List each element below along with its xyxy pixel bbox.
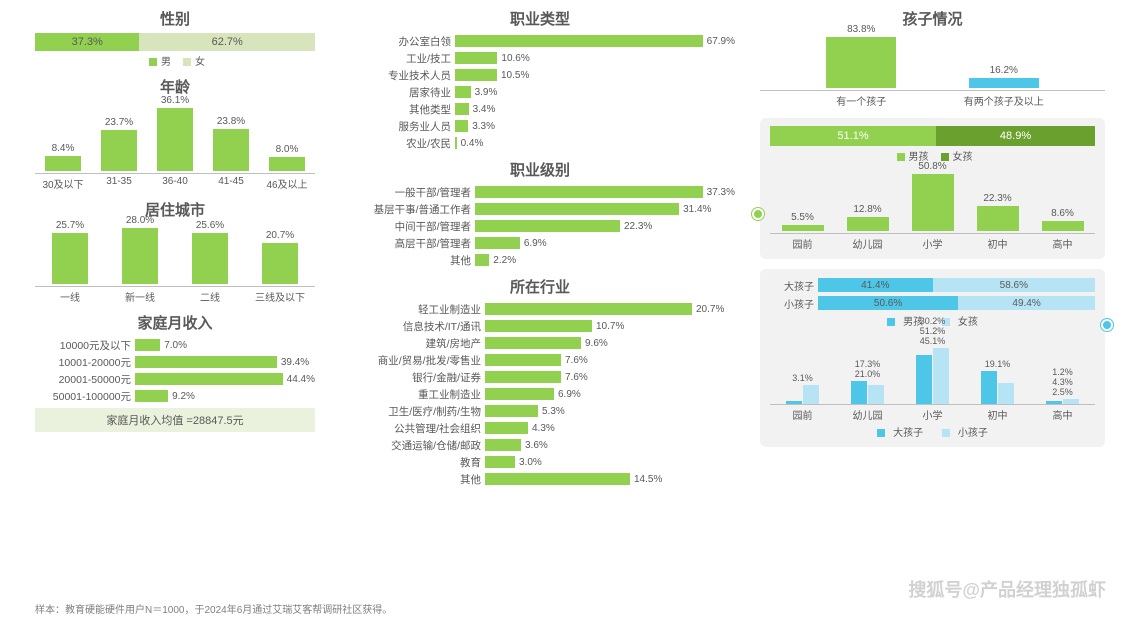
city-bars: 25.7%28.0%25.6%20.7%: [35, 224, 315, 284]
vbar-item: 20.7%: [255, 230, 305, 284]
city-labels: 一线新一线二线三线及以下: [35, 286, 315, 304]
hbar-row: 建筑/房地产9.6%: [345, 335, 735, 351]
vbar-item: 28.0%: [115, 215, 165, 284]
multi-grade-group: 3.1%: [786, 385, 819, 404]
vbar-item: 83.8%: [801, 24, 921, 88]
vbar-item: 8.4%: [38, 143, 88, 171]
vbar-item: 16.2%: [944, 65, 1064, 88]
hbar-row: 其他2.2%: [345, 252, 735, 268]
multi-grade-bars: 3.1% 21.0%17.3% 45.1%51.2%30.2% 19.1% 2.5%4.…: [770, 332, 1095, 404]
vbar-item: 8.6%: [1035, 208, 1091, 231]
jobtype-bars: 办公室白领67.9%工业/技工10.6%专业技术人员10.5%居家待业3.9%其…: [345, 33, 735, 151]
multi-grade-group: 2.5%4.3%1.2%: [1046, 399, 1079, 404]
vbar-item: 12.8%: [840, 204, 896, 231]
hbar-row: 其他类型3.4%: [345, 101, 735, 117]
hbar-row: 工业/技工10.6%: [345, 50, 735, 66]
footnote: 样本：教育硬能硬件用户N＝1000，于2024年6月通过艾瑞艾客帮调研社区获得。: [35, 601, 392, 616]
vbar-item: 23.7%: [94, 117, 144, 171]
jobtype-title: 职业类型: [345, 8, 735, 29]
city-section: 居住城市 25.7%28.0%25.6%20.7% 一线新一线二线三线及以下: [35, 199, 315, 304]
vbar-item: 5.5%: [775, 212, 831, 231]
kids-count-bars: 83.8%16.2%: [760, 33, 1105, 88]
income-bars: 10000元及以下7.0%10001-20000元39.4%20001-5000…: [35, 337, 315, 404]
column-mid: 职业类型 办公室白领67.9%工业/技工10.6%专业技术人员10.5%居家待业…: [345, 8, 735, 488]
hbar-row: 办公室白领67.9%: [345, 33, 735, 49]
joblevel-title: 职业级别: [345, 159, 735, 180]
hbar-row: 公共管理/社会组织4.3%: [345, 420, 735, 436]
hbar-row: 商业/贸易/批发/零售业7.6%: [345, 352, 735, 368]
hbar-row: 重工业制造业6.9%: [345, 386, 735, 402]
hbar-row: 交通运输/仓储/邮政3.6%: [345, 437, 735, 453]
vbar-item: 23.8%: [206, 116, 256, 171]
gender-segment: 37.3%: [35, 33, 139, 51]
hbar-row: 一般干部/管理者37.3%: [345, 184, 735, 200]
hbar-row: 其他14.5%: [345, 471, 735, 487]
multi-grade-group: 19.1%: [981, 371, 1014, 404]
gender-stackbar: 37.3%62.7%: [35, 33, 315, 51]
gender-title: 性别: [35, 8, 315, 29]
hbar-row: 10000元及以下7.0%: [35, 337, 315, 353]
age-labels: 30及以下31-3536-4041-4546及以上: [35, 173, 315, 191]
multi-kid-box: 大孩子41.4%58.6%小孩子50.6%49.4% 男孩 女孩 3.1%21.…: [760, 269, 1105, 447]
hbar-row: 20001-50000元44.4%: [35, 371, 315, 387]
multi-kid-dot-icon: [1101, 319, 1113, 331]
hbar-row: 50001-100000元9.2%: [35, 388, 315, 404]
gender-segment: 62.7%: [139, 33, 315, 51]
hbar-row: 卫生/医疗/制药/生物5.3%: [345, 403, 735, 419]
watermark: 搜狐号@产品经理独孤虾: [908, 576, 1106, 602]
vbar-item: 50.8%: [905, 161, 961, 231]
single-grade-labels: 园前幼儿园小学初中高中: [770, 233, 1095, 251]
joblevel-bars: 一般干部/管理者37.3%基层干事/普通工作者31.4%中间干部/管理者22.3…: [345, 184, 735, 268]
industry-title: 所在行业: [345, 276, 735, 297]
hbar-row: 中间干部/管理者22.3%: [345, 218, 735, 234]
multi-grade-labels: 园前幼儿园小学初中高中: [770, 404, 1095, 422]
single-grade-bars: 5.5%12.8%50.8%22.3%8.6%: [770, 169, 1095, 231]
column-left: 性别 37.3%62.7% 男女 年龄 8.4%23.7%36.1%23.8%8…: [35, 8, 315, 432]
vbar-item: 25.6%: [185, 220, 235, 284]
column-right: 孩子情况 83.8%16.2% 有一个孩子有两个孩子及以上 51.1%48.9%…: [760, 8, 1105, 447]
vbar-item: 36.1%: [150, 95, 200, 171]
multi-grade-legend: 大孩子 小孩子: [770, 424, 1095, 439]
city-title: 居住城市: [35, 199, 315, 220]
hbar-row: 农业/农民0.4%: [345, 135, 735, 151]
kids-count-section: 83.8%16.2% 有一个孩子有两个孩子及以上: [760, 33, 1105, 108]
single-gender-segment: 48.9%: [936, 126, 1095, 146]
kids-count-labels: 有一个孩子有两个孩子及以上: [760, 90, 1105, 108]
gender-section: 性别 37.3%62.7% 男女: [35, 8, 315, 68]
industry-section: 所在行业 轻工业制造业20.7%信息技术/IT/通讯10.7%建筑/房地产9.6…: [345, 276, 735, 487]
single-gender-bar: 51.1%48.9%: [770, 126, 1095, 146]
age-bars: 8.4%23.7%36.1%23.8%8.0%: [35, 101, 315, 171]
multi-gender-row: 大孩子41.4%58.6%: [770, 277, 1095, 293]
industry-bars: 轻工业制造业20.7%信息技术/IT/通讯10.7%建筑/房地产9.6%商业/贸…: [345, 301, 735, 487]
income-title: 家庭月收入: [35, 312, 315, 333]
hbar-row: 银行/金融/证券7.6%: [345, 369, 735, 385]
hbar-row: 教育3.0%: [345, 454, 735, 470]
multi-grade-group: 21.0%17.3%: [851, 381, 884, 404]
single-kid-dot-icon: [752, 208, 764, 220]
jobtype-section: 职业类型 办公室白领67.9%工业/技工10.6%专业技术人员10.5%居家待业…: [345, 8, 735, 151]
vbar-item: 8.0%: [262, 144, 312, 171]
hbar-row: 高层干部/管理者6.9%: [345, 235, 735, 251]
hbar-row: 专业技术人员10.5%: [345, 67, 735, 83]
hbar-row: 居家待业3.9%: [345, 84, 735, 100]
hbar-row: 信息技术/IT/通讯10.7%: [345, 318, 735, 334]
single-kid-box: 51.1%48.9% 男孩女孩 5.5%12.8%50.8%22.3%8.6% …: [760, 118, 1105, 259]
multi-gender-row: 小孩子50.6%49.4%: [770, 295, 1095, 311]
gender-legend: 男女: [35, 53, 315, 68]
income-section: 家庭月收入 10000元及以下7.0%10001-20000元39.4%2000…: [35, 312, 315, 432]
vbar-item: 22.3%: [970, 193, 1026, 231]
hbar-row: 服务业人员3.3%: [345, 118, 735, 134]
multi-grade-group: 45.1%51.2%30.2%: [916, 348, 949, 404]
age-section: 年龄 8.4%23.7%36.1%23.8%8.0% 30及以下31-3536-…: [35, 76, 315, 191]
hbar-row: 10001-20000元39.4%: [35, 354, 315, 370]
joblevel-section: 职业级别 一般干部/管理者37.3%基层干事/普通工作者31.4%中间干部/管理…: [345, 159, 735, 268]
hbar-row: 基层干事/普通工作者31.4%: [345, 201, 735, 217]
vbar-item: 25.7%: [45, 220, 95, 284]
hbar-row: 轻工业制造业20.7%: [345, 301, 735, 317]
income-avg: 家庭月收入均值 =28847.5元: [35, 408, 315, 432]
single-gender-segment: 51.1%: [770, 126, 936, 146]
multi-gender-rows: 大孩子41.4%58.6% 小孩子50.6%49.4%: [770, 277, 1095, 311]
